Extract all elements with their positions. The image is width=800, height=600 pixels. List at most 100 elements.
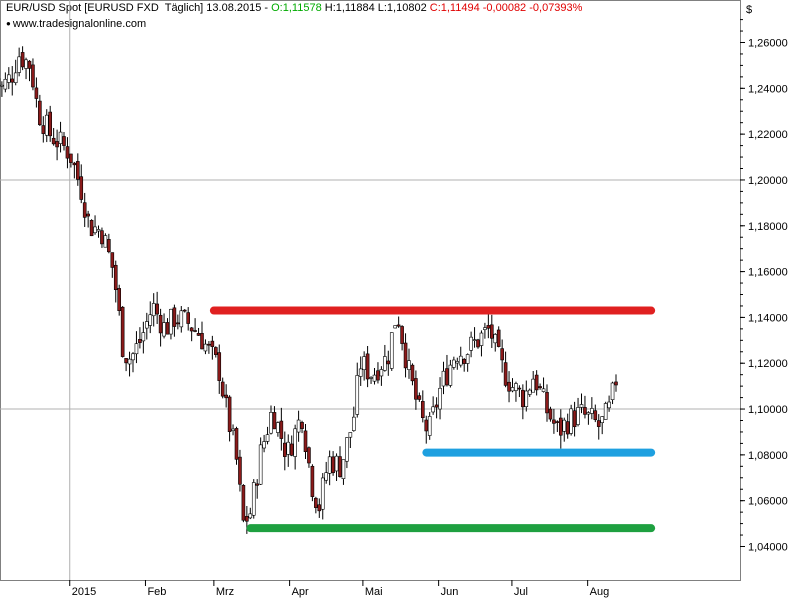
y-tick-label: 1,18000: [748, 221, 788, 233]
candle-up: [541, 388, 546, 392]
candle-down: [238, 456, 242, 485]
candle-down: [196, 333, 201, 336]
candle-down: [583, 407, 587, 415]
candle-up: [231, 428, 235, 431]
candle-down: [593, 410, 598, 421]
candle-down: [55, 141, 59, 148]
candle-up: [334, 455, 339, 472]
x-tick-label: Aug: [590, 586, 610, 598]
candle-down: [189, 327, 194, 332]
candle-down: [220, 381, 225, 397]
plot-frame: [0, 0, 741, 581]
candle-up: [351, 416, 356, 431]
candle-down: [496, 329, 501, 347]
x-tick-label: 2015: [72, 586, 96, 598]
y-tick-label: 1,14000: [748, 312, 788, 324]
candle-down: [107, 239, 111, 253]
candle-down: [572, 410, 577, 428]
candle-down: [424, 419, 429, 432]
candle-down: [48, 111, 53, 137]
candle-up: [7, 74, 11, 83]
candle-up: [203, 343, 208, 352]
candle-down: [303, 430, 308, 453]
y-tick-label: 1,08000: [748, 450, 788, 462]
candle-down: [476, 339, 480, 348]
candle-down: [207, 343, 211, 346]
candle-up: [441, 370, 446, 387]
x-tick-label: Feb: [147, 586, 166, 598]
candle-down: [417, 395, 422, 400]
candle-up: [341, 459, 346, 479]
candle-up: [603, 403, 608, 420]
candle-up: [562, 419, 567, 432]
candle-up: [569, 408, 573, 434]
candle-down: [489, 324, 494, 339]
candle-down: [317, 504, 322, 512]
candle-up: [379, 369, 384, 377]
website-text: www.tradesignalonline.com: [12, 18, 147, 30]
candle-down: [79, 176, 84, 200]
candle-down: [534, 374, 539, 391]
candle-down: [89, 220, 94, 237]
candle-up: [162, 322, 166, 337]
candle-down: [138, 339, 142, 344]
candle-up: [479, 332, 484, 346]
bullet-icon: ●: [6, 19, 11, 28]
candle-up: [262, 441, 266, 449]
candle-down: [82, 202, 87, 218]
candle-down: [410, 364, 415, 382]
candle-up: [465, 354, 470, 364]
candle-down: [300, 422, 304, 429]
candle-up: [134, 343, 139, 355]
candle-down: [614, 381, 618, 386]
candle-down: [414, 378, 418, 400]
candle-down: [182, 309, 187, 312]
candle-down: [155, 303, 159, 315]
candle-up: [127, 358, 132, 365]
candle-down: [272, 412, 277, 430]
chart-header: EUR/USD Spot [EURUSD FXD Täglich] 13.08.…: [6, 2, 582, 14]
candle-down: [255, 483, 259, 486]
candle-up: [13, 72, 18, 83]
x-tick-label: Jun: [441, 586, 459, 598]
candle-up: [276, 422, 280, 433]
candle-up: [576, 407, 580, 425]
candle-up: [327, 456, 332, 474]
open-value: O:1,11578: [271, 2, 322, 14]
candle-down: [20, 52, 25, 68]
candle-down: [72, 162, 77, 166]
candle-down: [158, 314, 163, 334]
candle-down: [245, 516, 249, 522]
y-tick-label: 1,06000: [748, 496, 788, 508]
candle-down: [27, 60, 32, 69]
website-link[interactable]: ● www.tradesignalonline.com: [6, 18, 146, 30]
y-tick-label: 1,26000: [748, 38, 788, 50]
candle-up: [0, 84, 4, 87]
candle-up: [514, 383, 518, 391]
candle-down: [420, 401, 425, 419]
currency-unit: $: [746, 4, 753, 16]
candle-down: [165, 322, 170, 335]
candle-up: [610, 382, 615, 400]
candle-up: [169, 308, 173, 335]
candle-down: [500, 348, 504, 361]
candle-down: [76, 161, 80, 180]
candle-down: [234, 428, 239, 460]
x-tick-label: Jul: [514, 586, 528, 598]
y-tick-label: 1,20000: [748, 175, 788, 187]
candle-up: [579, 404, 584, 408]
candle-down: [217, 352, 222, 381]
candle-down: [555, 421, 560, 423]
candle-up: [510, 387, 515, 392]
candle-down: [486, 325, 491, 329]
candle-down: [538, 386, 542, 389]
y-tick-label: 1,12000: [748, 358, 788, 370]
candle-down: [100, 230, 104, 245]
candle-down: [62, 136, 66, 146]
candle-down: [34, 87, 39, 99]
candle-down: [545, 392, 549, 414]
candle-down: [227, 396, 232, 432]
candle-up: [448, 364, 453, 386]
candle-down: [282, 442, 287, 457]
